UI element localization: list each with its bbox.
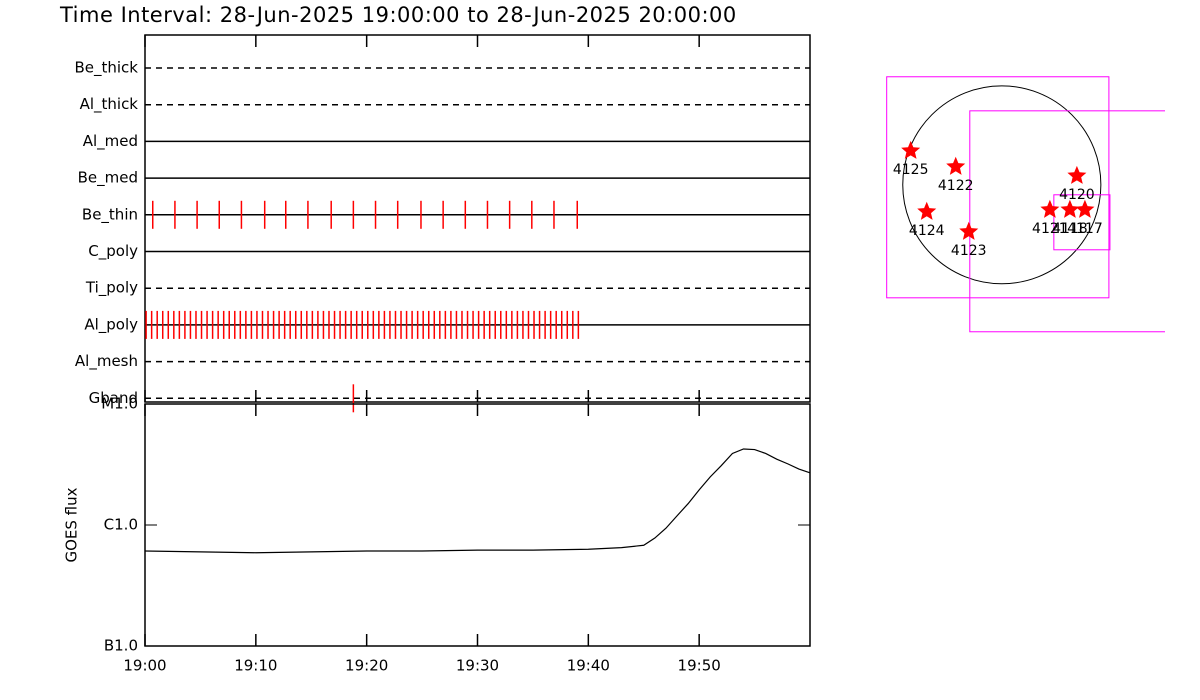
row-label: Gband bbox=[89, 389, 138, 407]
chart-title: Time Interval: 28-Jun-2025 19:00:00 to 2… bbox=[59, 3, 737, 27]
x-tick-label: 19:30 bbox=[456, 657, 499, 675]
region-star bbox=[1067, 165, 1087, 184]
region-star bbox=[917, 201, 937, 220]
x-tick-label: 19:40 bbox=[567, 657, 610, 675]
region-label: 4122 bbox=[938, 178, 974, 194]
x-tick-label: 19:00 bbox=[123, 657, 166, 675]
row-label: Ti_poly bbox=[85, 279, 138, 298]
row-label: Al_med bbox=[83, 132, 138, 151]
row-label: Be_thick bbox=[74, 59, 138, 78]
region-label: 4123 bbox=[951, 243, 987, 259]
region-star bbox=[1075, 199, 1095, 218]
row-label: Be_thin bbox=[82, 205, 138, 224]
row-label: Al_thick bbox=[80, 95, 139, 114]
region-label: 4121 bbox=[1032, 221, 1068, 237]
region-label: 4120 bbox=[1059, 187, 1095, 203]
row-label: Al_mesh bbox=[75, 352, 138, 371]
y-tick-label: M1.0 bbox=[101, 395, 138, 413]
x-tick-label: 19:50 bbox=[678, 657, 721, 675]
fov-box bbox=[1053, 194, 1111, 251]
y-tick-label: C1.0 bbox=[104, 516, 138, 534]
region-star bbox=[1060, 199, 1080, 218]
solar-disk bbox=[902, 85, 1102, 285]
region-label: 4118 bbox=[1052, 221, 1088, 237]
region-label: 4124 bbox=[909, 223, 945, 239]
y-axis-label: GOES flux bbox=[63, 487, 81, 562]
row-label: Be_med bbox=[78, 169, 138, 188]
row-label: Al_poly bbox=[84, 315, 138, 334]
y-tick-label: B1.0 bbox=[104, 637, 138, 655]
region-label: 4117 bbox=[1067, 221, 1103, 237]
region-star bbox=[959, 221, 979, 240]
region-star bbox=[901, 140, 921, 159]
goes-curve bbox=[144, 448, 811, 554]
x-tick-label: 19:10 bbox=[234, 657, 277, 675]
region-star bbox=[1040, 199, 1060, 218]
fov-box bbox=[969, 110, 1165, 333]
region-star bbox=[946, 156, 966, 175]
row-label: C_poly bbox=[88, 242, 138, 261]
x-tick-label: 19:20 bbox=[345, 657, 388, 675]
fov-box bbox=[886, 76, 1110, 299]
region-label: 4125 bbox=[893, 162, 929, 178]
